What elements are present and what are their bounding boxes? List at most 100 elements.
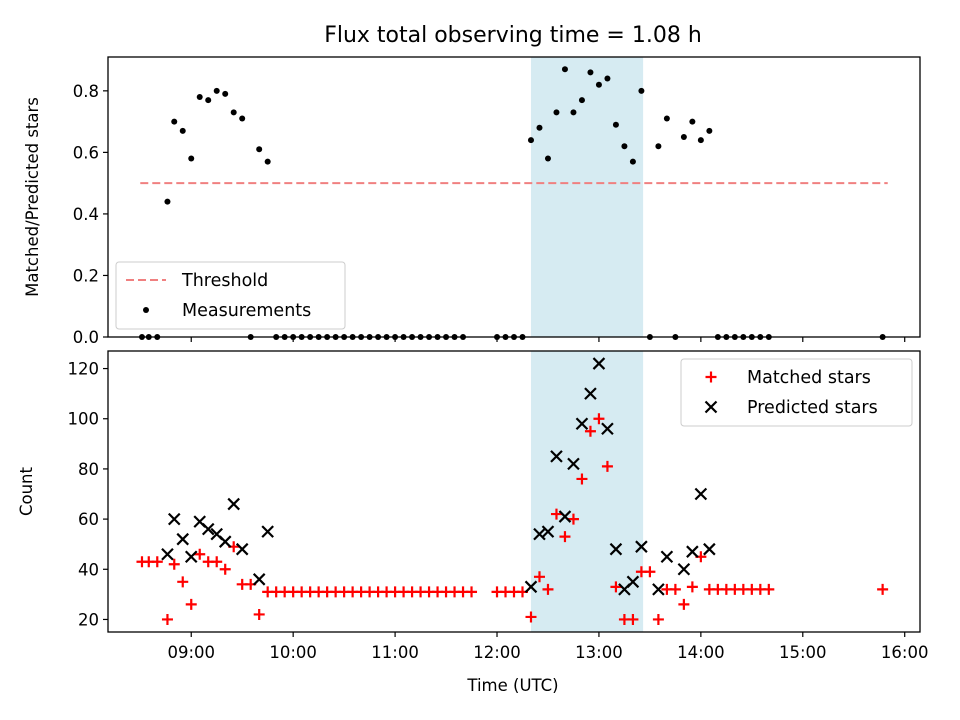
legend-measurements-swatch [143, 307, 149, 313]
predicted-stars-point [218, 535, 232, 548]
predicted-stars-point [601, 422, 614, 436]
y-tick-label: 0.6 [73, 143, 99, 162]
matched-stars-point [161, 613, 173, 625]
predicted-stars-point [567, 457, 580, 471]
measurement-point [264, 158, 271, 165]
measurement-point [239, 115, 246, 122]
matched-stars-point [211, 556, 223, 568]
measurement-point [196, 94, 203, 100]
predicted-stars-point [550, 450, 563, 463]
legend: Threshold Measurements [115, 261, 346, 330]
predicted-stars-point [541, 525, 555, 538]
matched-stars-point [877, 583, 889, 595]
predicted-stars-point [660, 550, 674, 564]
y-tick-label: 0.0 [73, 328, 99, 347]
matched-stars-point [652, 613, 664, 625]
count-panel: 20 40 60 80 100 120 09:00 10:00 11:00 12:00 13:00 1… [17, 350, 928, 662]
measurement-point [527, 137, 534, 144]
axes-frame [107, 56, 921, 338]
measurement-point [222, 90, 229, 97]
predicted-stars-point [167, 512, 181, 526]
matched-stars-point [194, 548, 206, 560]
measurement-point [621, 143, 628, 150]
matched-stars-point [763, 583, 775, 595]
predicted-stars-point [533, 527, 546, 541]
predicted-stars-point [592, 357, 606, 370]
predicted-stars-point [161, 547, 174, 561]
matched-stars-point [151, 556, 163, 568]
x-tick-label: 10:00 [269, 643, 317, 662]
predicted-stars-point [575, 417, 589, 431]
matched-stars-point [525, 611, 537, 623]
predicted-stars-point [261, 525, 274, 538]
measurement-point [205, 97, 212, 104]
measurement-point [697, 137, 704, 144]
x-tick-label: 09:00 [167, 643, 215, 662]
measurement-point [213, 87, 220, 94]
y-axis-label: Count [17, 466, 36, 516]
x-tick-label: 15:00 [779, 643, 827, 662]
x-tick-label: 12:00 [473, 643, 521, 662]
y-tick-label: 100 [68, 410, 100, 429]
matched-stars-point [601, 460, 613, 472]
y-tick-label: 0.8 [73, 82, 99, 101]
matched-stars-point [219, 563, 231, 575]
matched-stars-point [559, 531, 571, 543]
x-tick-label: 14:00 [677, 643, 725, 662]
matched-stars-point [177, 576, 189, 588]
predicted-stars-point [609, 542, 623, 556]
legend-predicted-swatch [704, 400, 718, 414]
legend-frame [680, 358, 913, 427]
matched-stars-point [686, 581, 698, 593]
matched-stars-point [627, 613, 639, 625]
matched-stars-point [610, 581, 622, 593]
predicted-stars-point [635, 540, 648, 553]
predicted-stars-point [184, 550, 198, 564]
matched-stars-point [567, 513, 579, 525]
predicted-stars-point [652, 583, 665, 596]
chart-title: Flux total observing time = 1.08 h [324, 23, 702, 48]
predicted-stars-point [703, 542, 716, 556]
y-tick-label: 120 [68, 360, 100, 379]
measurement-point [536, 124, 543, 131]
x-axis-label: Time (UTC) [466, 676, 558, 695]
measurement-point [689, 118, 696, 125]
predicted-stars-point [235, 542, 249, 556]
matched-stars-point [669, 583, 681, 595]
predicted-stars-point [558, 510, 572, 523]
matched-stars-point [533, 571, 545, 583]
predicted-stars-point [201, 522, 215, 536]
y-axis-label: Matched/Predicted stars [23, 97, 42, 297]
y-tick-label: 80 [78, 460, 99, 479]
y-tick-label: 0.2 [73, 266, 99, 285]
legend: Matched stars Predicted stars [680, 358, 913, 427]
y-tick-label: 0.4 [73, 205, 99, 224]
matched-stars-point [185, 598, 197, 610]
matched-stars-point [550, 508, 562, 520]
measurement-point [604, 75, 611, 82]
measurement-point [171, 118, 178, 125]
predicted-stars-point [694, 487, 708, 501]
measurement-point [629, 158, 636, 165]
predicted-stars-point [252, 573, 266, 586]
measurement-point [179, 127, 186, 134]
predicted-stars-point [524, 580, 538, 594]
legend-label: Threshold [181, 271, 268, 291]
measurement-point [612, 121, 619, 128]
measurement-point [638, 87, 645, 94]
matched-stars-point [593, 413, 605, 425]
measurement-point [256, 146, 263, 153]
measurement-point [706, 127, 713, 134]
matched-stars-point [678, 598, 690, 610]
measurement-point [663, 115, 670, 122]
matched-stars-point [466, 586, 478, 598]
measurement-point [544, 155, 551, 162]
observing-span [530, 57, 644, 337]
x-tick-label: 11:00 [371, 643, 419, 662]
predicted-stars-point [176, 532, 190, 546]
predicted-stars-point [227, 497, 240, 511]
legend-label: Matched stars [747, 368, 871, 388]
measurement-point [188, 155, 195, 162]
predicted-stars-point [677, 562, 691, 576]
